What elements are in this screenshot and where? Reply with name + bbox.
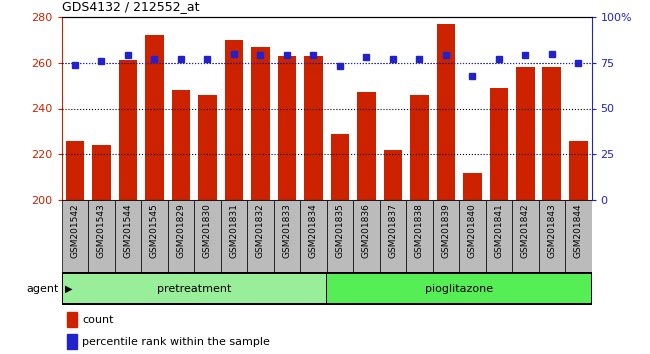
Bar [543, 67, 561, 200]
Text: GSM201545: GSM201545 [150, 204, 159, 258]
Text: GSM201838: GSM201838 [415, 204, 424, 258]
Bar [67, 312, 77, 327]
Bar [463, 172, 482, 200]
Bar [168, 200, 194, 272]
Bar [486, 200, 512, 272]
Bar [410, 95, 428, 200]
Text: GSM201544: GSM201544 [124, 204, 133, 258]
Text: GSM201834: GSM201834 [309, 204, 318, 258]
Text: GSM201835: GSM201835 [335, 204, 345, 258]
Bar [274, 200, 300, 272]
Text: GSM201830: GSM201830 [203, 204, 212, 258]
Bar [512, 200, 538, 272]
Text: GDS4132 / 212552_at: GDS4132 / 212552_at [62, 0, 200, 13]
Text: GSM201839: GSM201839 [441, 204, 450, 258]
Bar [326, 200, 353, 272]
Bar [145, 35, 164, 200]
Text: GSM201543: GSM201543 [97, 204, 106, 258]
Bar [62, 274, 326, 303]
Bar [115, 200, 141, 272]
Text: count: count [82, 315, 113, 325]
Bar [141, 200, 168, 272]
Bar [221, 200, 247, 272]
Bar [62, 200, 88, 272]
Bar [569, 141, 588, 200]
Text: GSM201837: GSM201837 [388, 204, 397, 258]
Text: pioglitazone: pioglitazone [425, 284, 493, 293]
Bar [384, 150, 402, 200]
Bar [516, 67, 534, 200]
Text: GSM201844: GSM201844 [574, 204, 583, 258]
Bar [247, 200, 274, 272]
Text: GSM201843: GSM201843 [547, 204, 556, 258]
Bar [278, 56, 296, 200]
Bar [172, 90, 190, 200]
Bar [380, 200, 406, 272]
Bar [88, 200, 115, 272]
Bar [459, 200, 486, 272]
Bar [353, 200, 380, 272]
Bar [198, 95, 216, 200]
Bar [331, 134, 349, 200]
Bar [489, 88, 508, 200]
Text: agent: agent [26, 284, 58, 293]
Bar [538, 200, 565, 272]
Bar [328, 274, 591, 303]
Text: GSM201832: GSM201832 [256, 204, 265, 258]
Bar [433, 200, 459, 272]
Bar [251, 47, 270, 200]
Bar [304, 56, 322, 200]
Text: GSM201831: GSM201831 [229, 204, 239, 258]
Bar [66, 141, 84, 200]
Bar [194, 200, 221, 272]
Text: GSM201833: GSM201833 [282, 204, 291, 258]
Text: percentile rank within the sample: percentile rank within the sample [82, 337, 270, 347]
Text: GSM201542: GSM201542 [70, 204, 79, 258]
Bar [225, 40, 243, 200]
Bar [437, 24, 455, 200]
Bar [565, 200, 592, 272]
Bar [92, 145, 111, 200]
Bar [357, 92, 376, 200]
Bar [406, 200, 433, 272]
Text: GSM201841: GSM201841 [494, 204, 503, 258]
Bar [67, 335, 77, 349]
Text: GSM201836: GSM201836 [362, 204, 371, 258]
Text: GSM201842: GSM201842 [521, 204, 530, 258]
Text: pretreatment: pretreatment [157, 284, 231, 293]
Text: GSM201829: GSM201829 [176, 204, 185, 258]
Text: ▶: ▶ [65, 284, 73, 293]
Bar [300, 200, 327, 272]
Text: GSM201840: GSM201840 [468, 204, 477, 258]
Bar [119, 61, 137, 200]
